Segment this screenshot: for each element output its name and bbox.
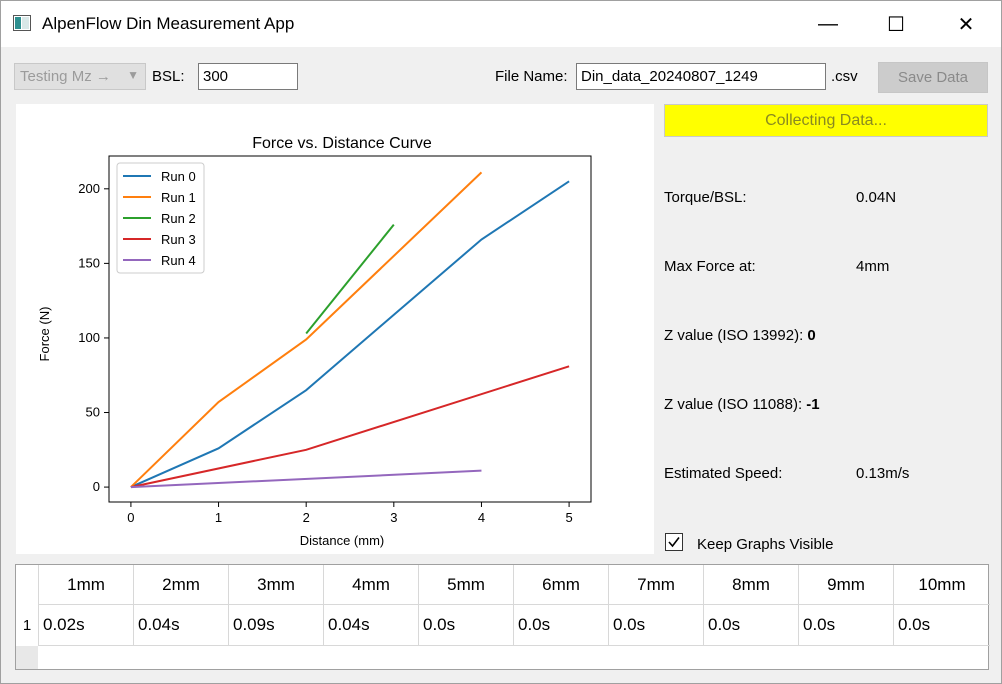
x-tick-label: 1 — [215, 510, 222, 525]
table-header-cell[interactable]: 9mm — [798, 565, 893, 605]
table-header-cell[interactable]: 10mm — [893, 565, 990, 605]
legend-frame — [116, 162, 205, 274]
z11088-row: Z value (ISO 11088): -1 — [664, 396, 820, 413]
timing-table: 1mm 2mm 3mm 4mm 5mm 6mm 7mm 8mm 9mm 10mm 1 0.02s 0.… — [15, 564, 990, 670]
table-header-cell[interactable]: 8mm — [703, 565, 798, 605]
x-tick-label: 3 — [390, 510, 397, 525]
file-name-input[interactable]: Din_data_20240807_1249 — [576, 63, 826, 90]
table-cell[interactable]: 0.09s — [228, 605, 323, 646]
series-line-run-2 — [305, 223, 395, 335]
speed-value: 0.13m/s — [856, 465, 910, 482]
x-tick-label: 0 — [127, 510, 134, 525]
table-header-cell[interactable]: 7mm — [608, 565, 703, 605]
table-row-header[interactable]: 1 — [22, 617, 32, 634]
bsl-label: BSL: — [152, 68, 185, 85]
table-cell[interactable]: 0.0s — [893, 605, 990, 646]
table-header-cell[interactable]: 4mm — [323, 565, 418, 605]
z13992-label: Z value (ISO 13992): — [664, 327, 804, 344]
table-row-gutter — [16, 646, 38, 669]
chart-svg: Force vs. Distance Curve 0 1 2 3 4 5050100150… — [37, 135, 592, 548]
y-tick-label: 100 — [78, 330, 100, 345]
collecting-data-button[interactable]: Collecting Data... — [664, 104, 988, 137]
torque-label: Torque/BSL: — [664, 189, 747, 206]
speed-label: Estimated Speed: — [664, 465, 783, 482]
series-line-run-0 — [130, 180, 570, 489]
series-line-run-3 — [130, 365, 570, 489]
keep-graphs-checkbox[interactable] — [665, 533, 683, 551]
force-distance-chart: Force vs. Distance Curve 0 1 2 3 4 5 0 50 100 150… — [16, 104, 654, 554]
max-force-label: Max Force at: — [664, 258, 756, 275]
series-line-run-4 — [130, 469, 482, 489]
torque-value: 0.04N — [856, 189, 897, 206]
table-header-cell[interactable]: 3mm — [228, 565, 323, 605]
table-header-cell[interactable]: 6mm — [513, 565, 608, 605]
window-title: AlpenFlow Din Measurement App — [42, 14, 295, 33]
mode-select-value: Testing Mz → — [20, 68, 111, 85]
y-tick-label: 0 — [93, 479, 100, 494]
legend-label: Run 3 — [161, 232, 196, 247]
table-cell[interactable]: 0.0s — [608, 605, 703, 646]
y-axis-label: Force (N) — [37, 307, 52, 362]
app-icon — [13, 15, 31, 31]
legend-label: Run 2 — [161, 211, 196, 226]
title-bar: AlpenFlow Din Measurement App — ☐ ✕ — [1, 1, 1001, 47]
y-tick-label: 200 — [78, 181, 100, 196]
table-empty-area — [16, 646, 988, 669]
x-axis-label: Distance (mm) — [300, 533, 385, 548]
bsl-input[interactable]: 300 — [198, 63, 298, 90]
z13992-row: Z value (ISO 13992): 0 — [664, 327, 816, 344]
plot-frame — [108, 155, 592, 503]
maximize-button[interactable]: ☐ — [887, 13, 905, 36]
table-corner — [16, 565, 38, 605]
chart-title: Force vs. Distance Curve — [252, 135, 432, 152]
x-tick-label: 5 — [565, 510, 572, 525]
legend-label: Run 4 — [161, 253, 196, 268]
file-name-label: File Name: — [495, 68, 568, 85]
table-header-cell[interactable]: 5mm — [418, 565, 513, 605]
legend-label: Run 0 — [161, 169, 196, 184]
table-header-cell[interactable]: 1mm — [38, 565, 133, 605]
x-tick-label: 2 — [303, 510, 310, 525]
table-cell[interactable]: 0.0s — [703, 605, 798, 646]
table-cell[interactable]: 0.04s — [133, 605, 228, 646]
table-cell[interactable]: 0.0s — [798, 605, 893, 646]
chevron-down-icon: ▼ — [127, 68, 139, 82]
x-tick-label: 4 — [478, 510, 485, 525]
series-line-run-1 — [130, 171, 483, 488]
y-tick-label: 50 — [86, 405, 100, 420]
table-cell[interactable]: 0.0s — [513, 605, 608, 646]
legend-label: Run 1 — [161, 190, 196, 205]
table-cell[interactable]: 0.02s — [38, 605, 133, 646]
z11088-value: -1 — [806, 396, 820, 413]
chart-legend: Run 0 Run 1 Run 2 Run 3 Run 4 — [116, 162, 205, 274]
z13992-value: 0 — [807, 327, 816, 344]
keep-graphs-label: Keep Graphs Visible — [697, 536, 834, 553]
table-cell[interactable]: 0.04s — [323, 605, 418, 646]
max-force-value: 4mm — [856, 258, 890, 275]
y-tick-label: 150 — [78, 255, 100, 270]
table-cell[interactable]: 0.0s — [418, 605, 513, 646]
close-button[interactable]: ✕ — [957, 13, 975, 36]
minimize-button[interactable]: — — [818, 12, 838, 35]
file-ext-label: .csv — [831, 68, 858, 85]
checkmark-icon — [668, 537, 680, 548]
table-header-cell[interactable]: 2mm — [133, 565, 228, 605]
mode-select[interactable]: Testing Mz → ▼ — [14, 63, 146, 90]
save-data-button[interactable]: Save Data — [878, 62, 988, 93]
z11088-label: Z value (ISO 11088): — [664, 396, 803, 413]
